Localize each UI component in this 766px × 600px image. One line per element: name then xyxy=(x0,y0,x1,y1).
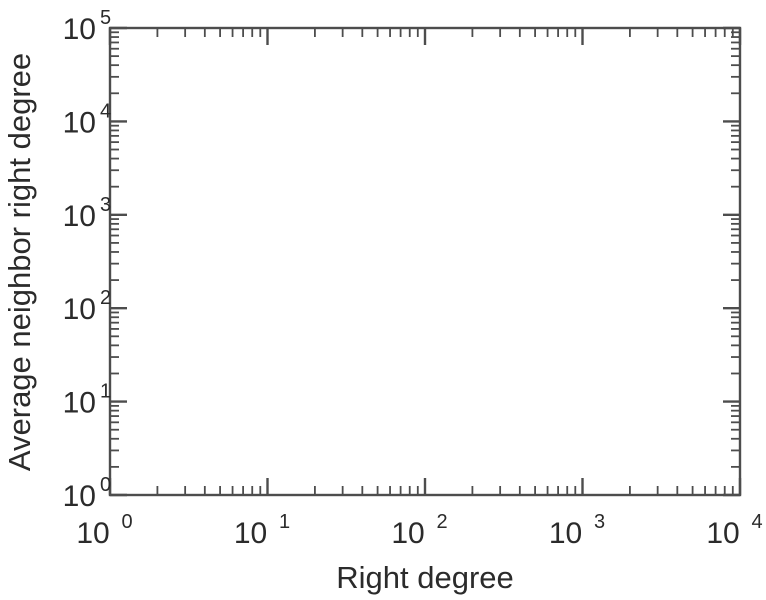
figure-background xyxy=(0,0,766,600)
figure-container: 10 0 10 1 10 2 10 3 10 4 10 0 10 1 10 2 10 3 10 4 10 5 Right… xyxy=(0,0,766,600)
